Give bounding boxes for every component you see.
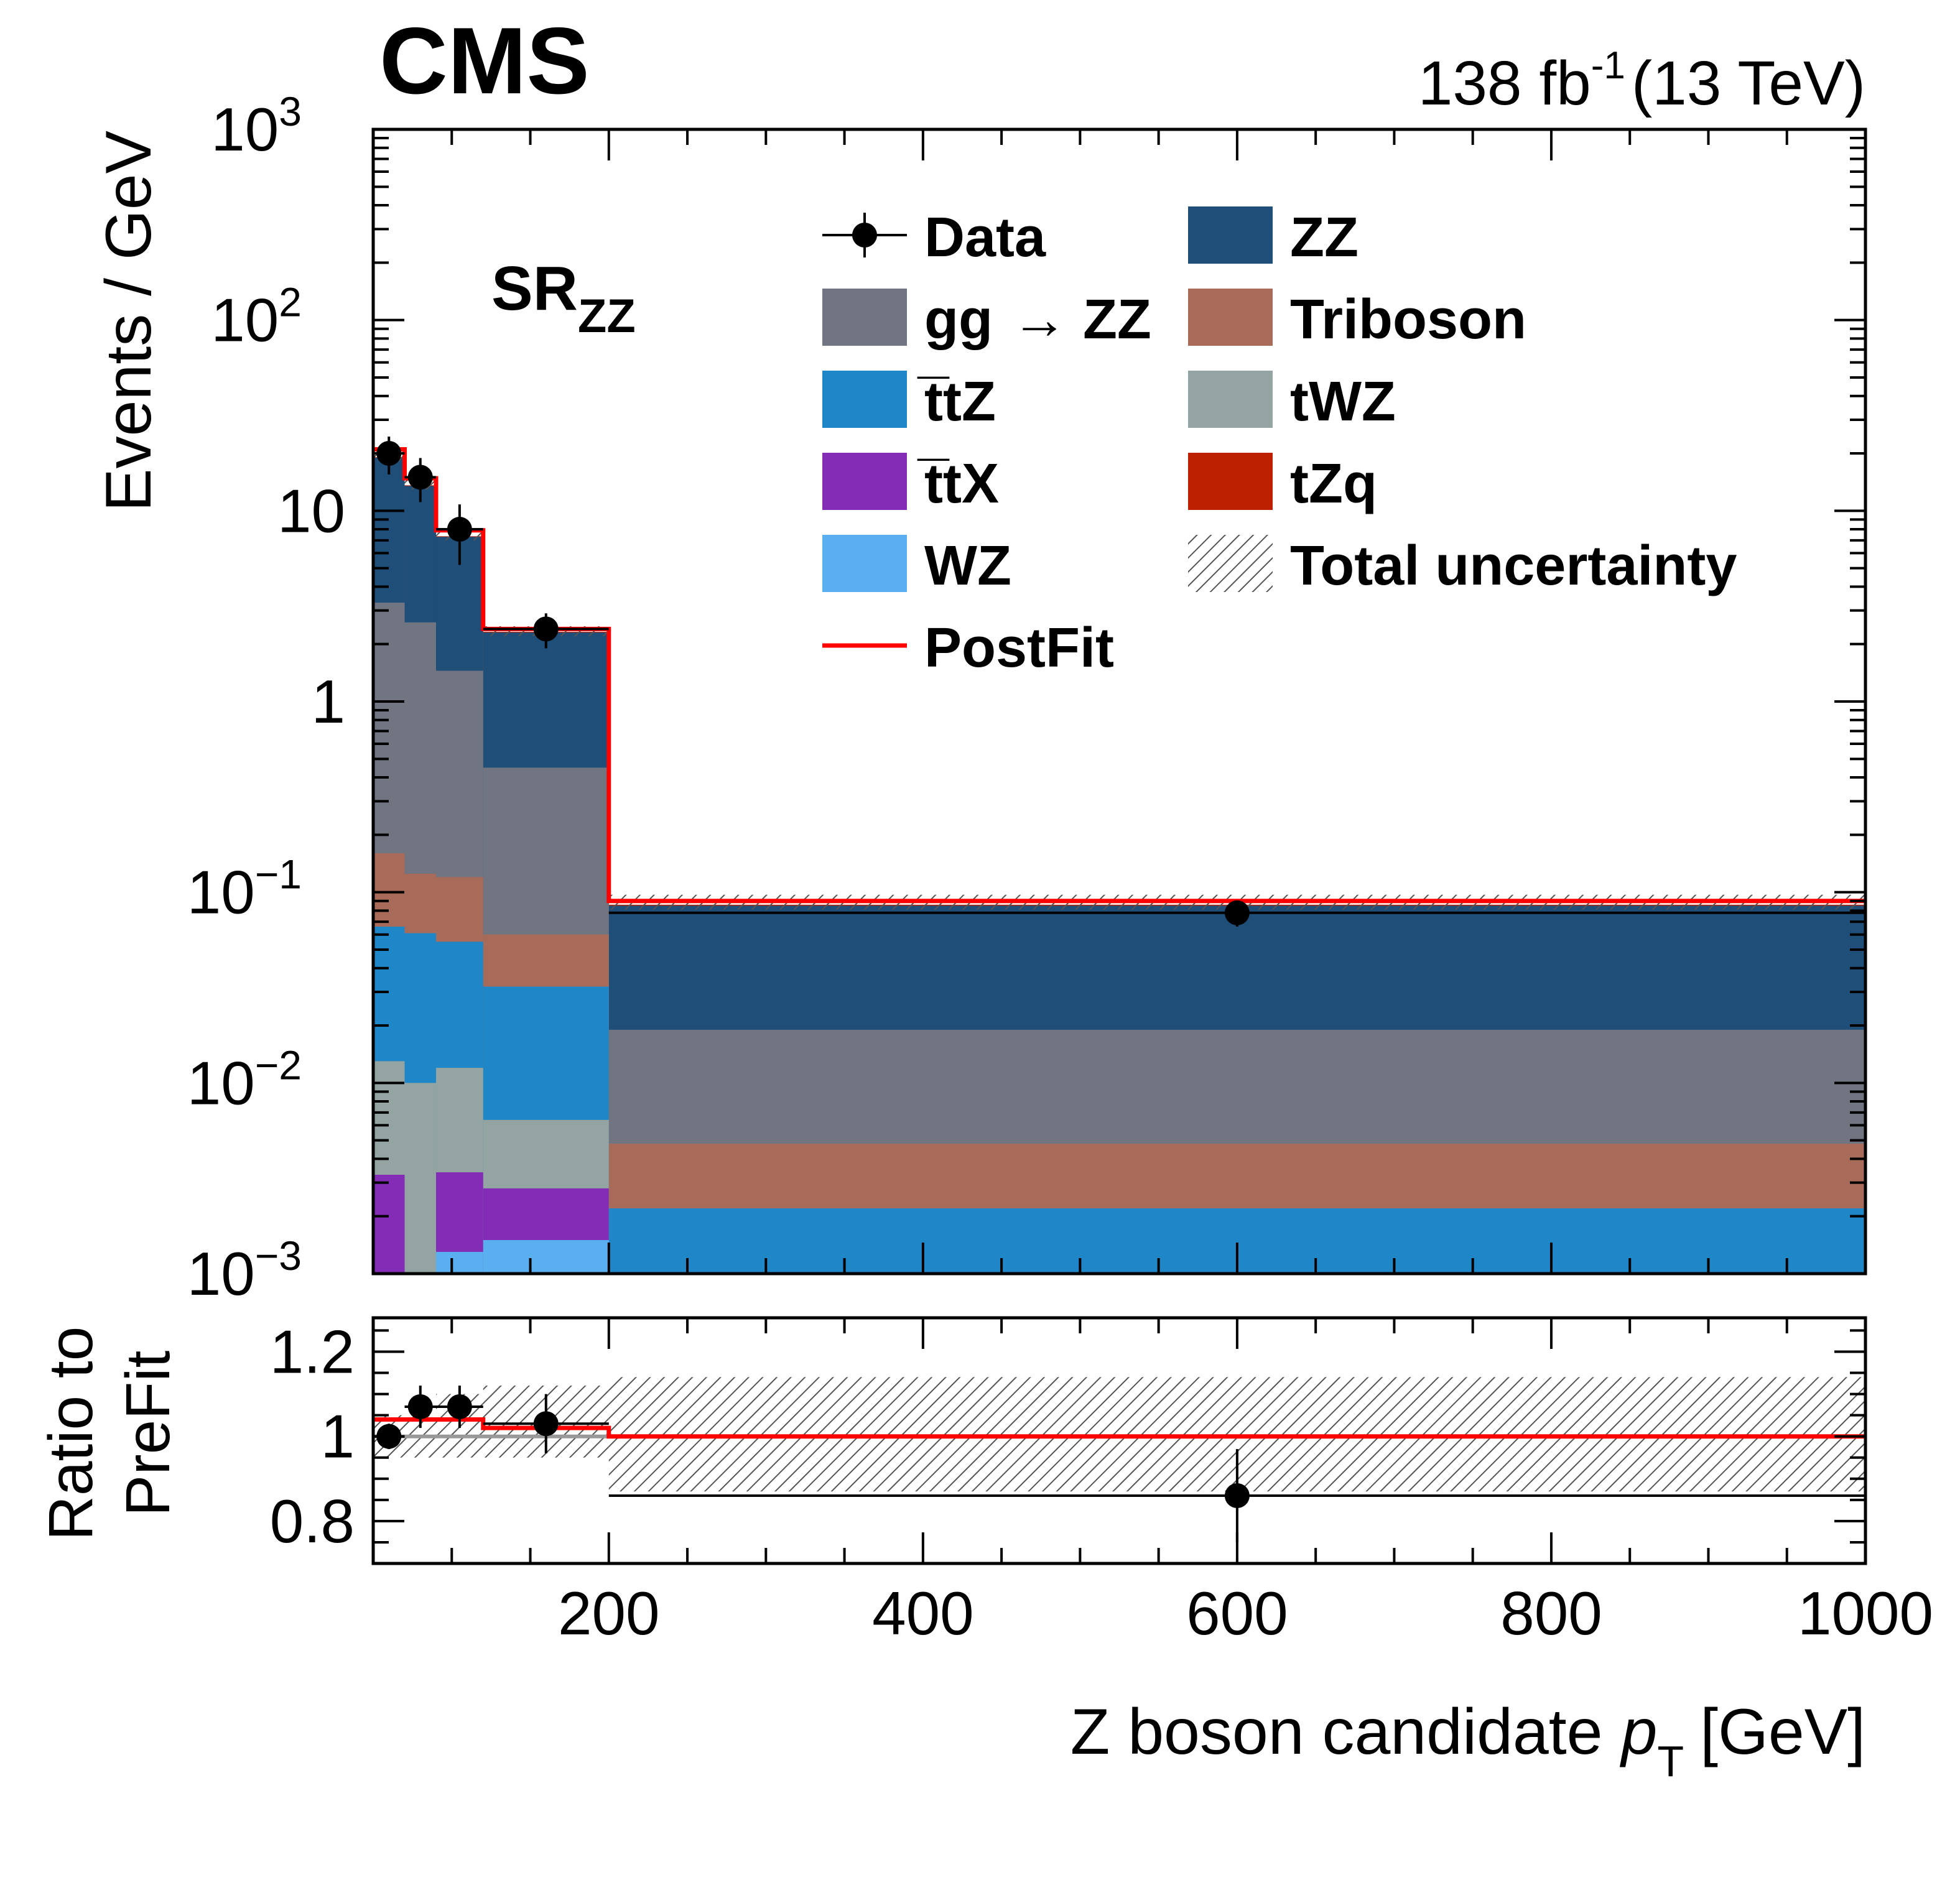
y-tick-label: 102 — [211, 279, 302, 354]
legend-totaluncertainty: Total uncertainty — [1188, 535, 1737, 597]
legend-label: ZZ — [1290, 206, 1359, 269]
data-point — [376, 441, 402, 466]
legend: Data gg → ZZ t̅tZ t̅tX WZ PostFit ZZ Triboson tWZ… — [822, 206, 1737, 679]
stack-wz-bar — [483, 1239, 609, 1274]
y-tick-label: 10−1 — [187, 851, 302, 927]
ratio-layer — [373, 1377, 1865, 1542]
ratio-point — [1224, 1483, 1250, 1509]
x-axis-title: Z boson candidate pT [GeV] — [1071, 1696, 1865, 1785]
data-point — [447, 517, 472, 542]
legend-tzq: tZq — [1188, 453, 1377, 515]
legend-zz: ZZ — [1188, 206, 1359, 269]
ratio-plot-frame — [371, 1316, 1867, 1565]
legend-wz: WZ — [822, 535, 1011, 597]
legend-label: tZq — [1290, 453, 1377, 515]
legend-hatch-swatch — [1188, 535, 1273, 592]
legend-data-marker — [852, 223, 877, 248]
stack-layer — [373, 457, 1865, 1274]
data-layer — [373, 436, 1865, 927]
ratio-point — [533, 1411, 559, 1437]
legend-label: PostFit — [924, 617, 1114, 679]
x-tick-label: 1000 — [1798, 1579, 1933, 1647]
y-tick-label: 10−3 — [187, 1233, 302, 1308]
ratio-y-tick-label: 1.2 — [270, 1317, 355, 1386]
luminosity-exponent: -1 — [1591, 44, 1625, 87]
x-tick-label: 600 — [1186, 1579, 1288, 1647]
legend-label: t̅tX — [917, 453, 999, 515]
luminosity-label: 138 fb-1 (13 TeV) — [1418, 44, 1865, 118]
region-subscript: ZZ — [578, 290, 636, 343]
legend-swatch — [1188, 206, 1273, 264]
x-tick-label: 400 — [872, 1579, 974, 1647]
ratio-point — [407, 1394, 433, 1420]
x-tick-label: 200 — [558, 1579, 660, 1647]
legend-swatch — [822, 371, 907, 428]
legend-swatch — [822, 453, 907, 510]
legend-swatch — [822, 289, 907, 346]
ratio-y-axis-title-line1: Ratio to — [36, 1327, 106, 1541]
y-tick-label: 10 — [277, 476, 345, 545]
data-point — [407, 465, 433, 490]
ratio-y-axis-title-line2: PreFit — [113, 1350, 183, 1516]
stack-wz-bar — [436, 1252, 483, 1274]
ratio-postfit-line — [373, 1417, 1865, 1439]
legend-label: t̅tZ — [917, 371, 996, 433]
y-axis-title: Events / GeV — [93, 131, 165, 512]
legend-ttx: t̅tX — [822, 453, 999, 515]
legend-swatch — [1188, 289, 1273, 346]
stack-twz-bar — [404, 1083, 437, 1274]
axes-layer: 200 400 600 800 100010310210110−110−210−31.2… — [187, 88, 1933, 1647]
legend-label: Data — [924, 206, 1046, 269]
stack-ttx-bar — [373, 1174, 405, 1274]
legend-label: tWZ — [1290, 371, 1396, 433]
legend-swatch — [822, 535, 907, 592]
region-label: SRZZ — [491, 254, 636, 343]
x-tick-label: 800 — [1500, 1579, 1602, 1647]
legend-label: Triboson — [1290, 289, 1526, 351]
data-point — [1224, 900, 1250, 925]
legend-gg: gg → ZZ — [822, 289, 1151, 351]
y-tick-label: 103 — [211, 88, 302, 164]
legend-postfit: PostFit — [822, 617, 1114, 679]
legend-swatch — [1188, 371, 1273, 428]
legend-ttz: t̅tZ — [822, 371, 996, 433]
ratio-y-tick-label: 1 — [320, 1402, 355, 1471]
legend-label: WZ — [924, 535, 1011, 597]
legend-label: gg → ZZ — [924, 289, 1151, 351]
ratio-y-tick-label: 0.8 — [270, 1487, 355, 1555]
legend-swatch — [1188, 453, 1273, 510]
legend-triboson: Triboson — [1188, 289, 1526, 351]
legend-twz: tWZ — [1188, 371, 1396, 433]
legend-label: Total uncertainty — [1290, 535, 1737, 597]
y-tick-label: 1 — [311, 667, 345, 736]
experiment-label: CMS — [379, 8, 590, 114]
x-axis-title-subscript: T — [1657, 1737, 1684, 1785]
data-point — [533, 616, 559, 642]
y-tick-label: 10−2 — [187, 1042, 302, 1117]
legend-data: Data — [822, 206, 1046, 269]
ratio-point — [447, 1394, 472, 1420]
